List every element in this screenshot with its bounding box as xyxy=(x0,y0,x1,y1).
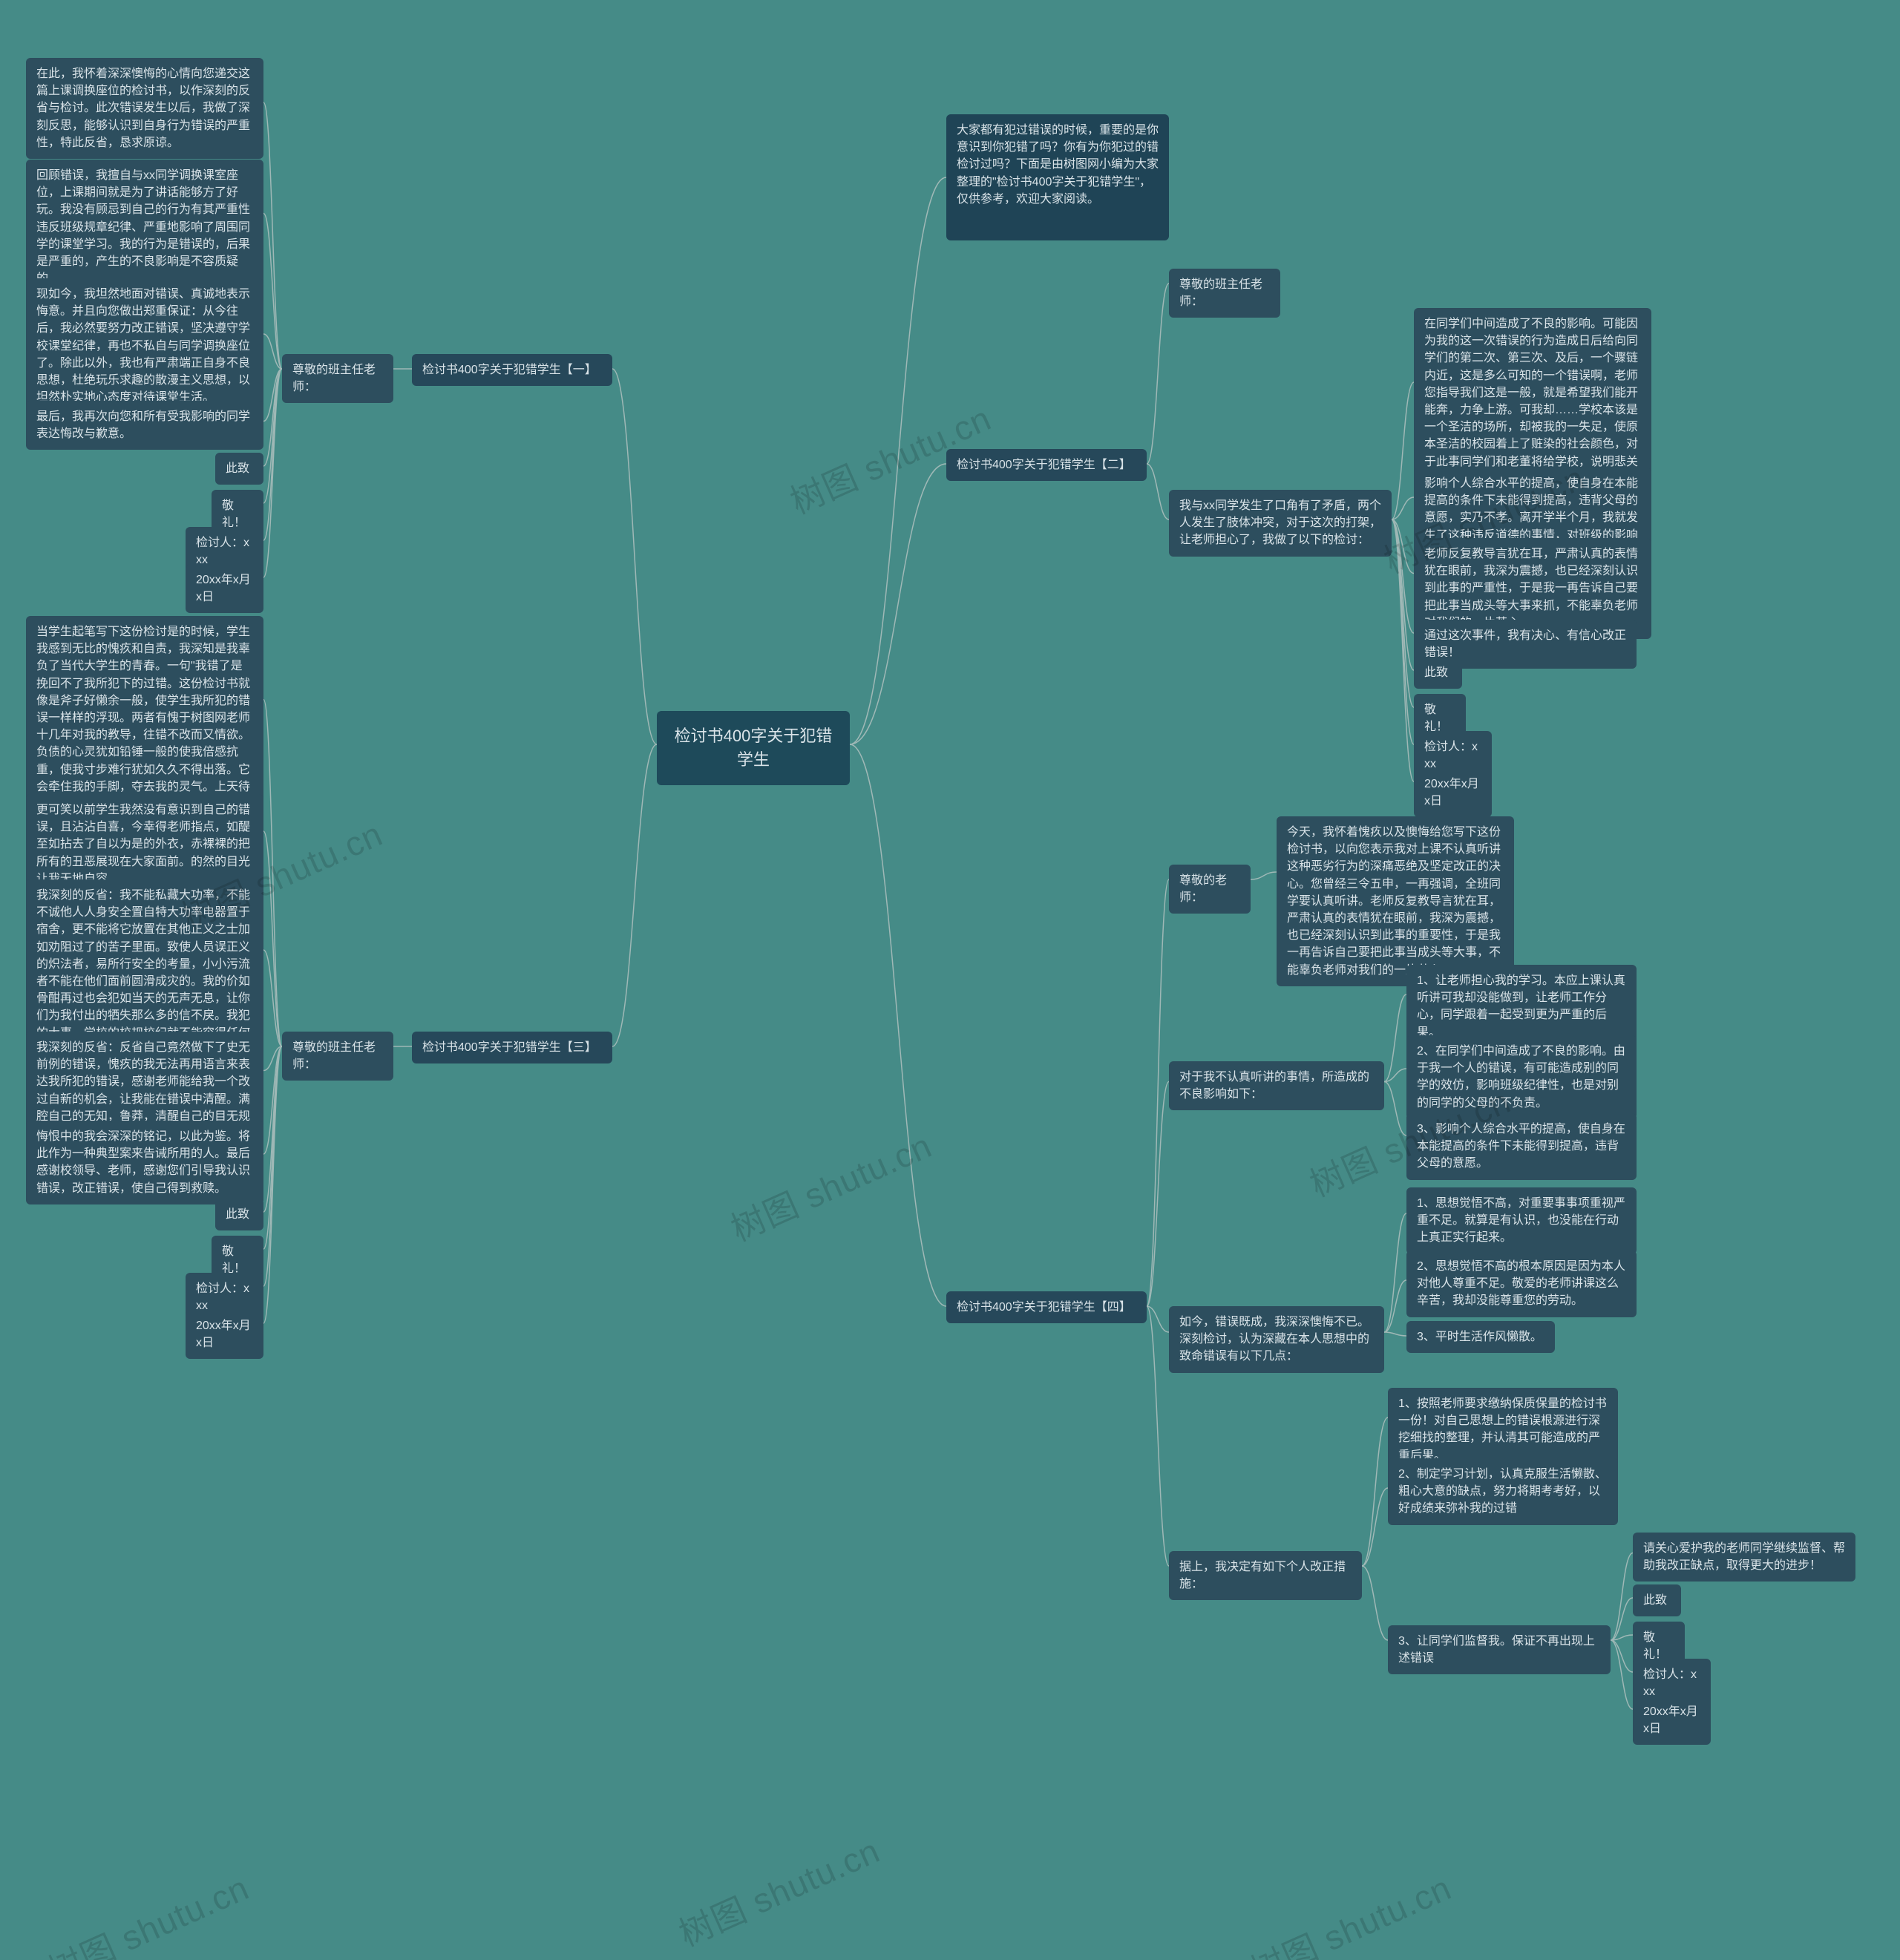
edge xyxy=(1611,1598,1633,1640)
node-s4p3a[interactable]: 请关心爱护我的老师同学继续监督、帮助我改正缺点，取得更大的进步！ xyxy=(1633,1533,1855,1582)
edge xyxy=(263,700,282,1047)
node-s1e[interactable]: 此致 xyxy=(215,453,263,485)
edge xyxy=(263,369,282,503)
edge xyxy=(1384,994,1406,1082)
node-s1b[interactable]: 回顾错误，我擅自与xx同学调换课室座位，上课期间就是为了讲话能够方了好玩。我没有… xyxy=(26,160,263,295)
edge xyxy=(612,744,657,1046)
edge xyxy=(1384,1082,1406,1136)
edge xyxy=(1392,520,1414,670)
node-s3t[interactable]: 尊敬的班主任老师： xyxy=(282,1032,393,1081)
edge xyxy=(1392,382,1414,520)
edge xyxy=(1611,1640,1633,1709)
edge xyxy=(1384,1069,1406,1082)
edge xyxy=(1384,1280,1406,1332)
node-s2t[interactable]: 尊敬的班主任老师： xyxy=(1169,269,1280,318)
edge xyxy=(1384,1332,1406,1336)
node-s2e[interactable]: 此致 xyxy=(1414,657,1462,689)
watermark: 树图 shutu.cn xyxy=(722,1119,938,1251)
mindmap-canvas: 检讨书400字关于犯错学生 大家都有犯过错误的时候，重要的是你意识到你犯错了吗？你… xyxy=(0,0,1900,1960)
edge xyxy=(1147,283,1169,464)
watermark: 树图 shutu.cn xyxy=(39,1861,255,1960)
edge xyxy=(263,831,282,1046)
edge xyxy=(263,369,282,466)
node-s4t[interactable]: 尊敬的老师： xyxy=(1169,865,1251,914)
node-s1[interactable]: 检讨书400字关于犯错学生【一】 xyxy=(412,354,612,386)
node-s3f[interactable]: 此致 xyxy=(215,1199,263,1230)
node-s4n[interactable]: 如今，错误既成，我深深懊悔不已。深刻检讨，认为深藏在本人思想中的致命错误有以下几… xyxy=(1169,1306,1384,1373)
edge xyxy=(1392,520,1414,781)
watermark: 树图 shutu.cn xyxy=(670,1824,886,1956)
node-s3i[interactable]: 20xx年x月x日 xyxy=(186,1310,263,1359)
node-s4p3b[interactable]: 此致 xyxy=(1633,1584,1681,1616)
edge xyxy=(850,177,946,744)
edge xyxy=(850,744,946,1306)
edge xyxy=(1362,1417,1388,1566)
edge xyxy=(263,334,282,369)
node-s4n2[interactable]: 2、思想觉悟不高的根本原因是因为本人对他人尊重不足。敬爱的老师讲课这么辛苦，我却… xyxy=(1406,1251,1637,1317)
edge xyxy=(263,102,282,369)
edge xyxy=(263,1046,282,1071)
node-s4p[interactable]: 据上，我决定有如下个人改正措施： xyxy=(1169,1551,1362,1600)
node-s1h[interactable]: 20xx年x月x日 xyxy=(186,564,263,613)
edge xyxy=(1147,1082,1169,1307)
node-s3[interactable]: 检讨书400字关于犯错学生【三】 xyxy=(412,1032,612,1063)
node-s4n3[interactable]: 3、平时生活作风懒散。 xyxy=(1406,1321,1555,1353)
edge xyxy=(263,369,282,422)
edge xyxy=(1611,1640,1633,1672)
edge xyxy=(263,1046,282,1323)
edge xyxy=(1392,520,1414,574)
node-s4[interactable]: 检讨书400字关于犯错学生【四】 xyxy=(946,1291,1147,1323)
edge xyxy=(263,1046,282,1212)
node-s4n1[interactable]: 1、思想觉悟不高，对重要事事项重视严重不足。就算是有认识，也没能在行动上真正实行… xyxy=(1406,1187,1637,1254)
edge xyxy=(263,950,282,1046)
edge xyxy=(1392,520,1414,707)
edge xyxy=(1392,520,1414,744)
edge xyxy=(1147,464,1169,520)
edge xyxy=(263,214,282,370)
edge xyxy=(1147,1306,1169,1566)
edge xyxy=(1611,1635,1633,1640)
edge xyxy=(1147,1306,1169,1332)
node-s1d[interactable]: 最后，我再次向您和所有受我影响的同学表达悔改与歉意。 xyxy=(26,401,263,450)
node-s1a[interactable]: 在此，我怀着深深懊悔的心情向您递交这篇上课调换座位的检讨书，以作深刻的反省与检讨… xyxy=(26,58,263,159)
edge xyxy=(263,1046,282,1154)
edge xyxy=(850,464,946,744)
node-s4r[interactable]: 对于我不认真听讲的事情，所造成的不良影响如下： xyxy=(1169,1061,1384,1110)
edge xyxy=(263,369,282,577)
node-s1c[interactable]: 现如今，我坦然地面对错误、真诚地表示悔意。并且向您做出郑重保证：从今往后，我必然… xyxy=(26,278,263,413)
node-intro[interactable]: 大家都有犯过错误的时候，重要的是你意识到你犯错了吗？你有为你犯过的错检讨过吗？下… xyxy=(946,114,1169,240)
node-s1t[interactable]: 尊敬的班主任老师： xyxy=(282,354,393,403)
edge xyxy=(1362,1566,1388,1640)
node-root[interactable]: 检讨书400字关于犯错学生 xyxy=(657,711,850,785)
node-s4p3[interactable]: 3、让同学们监督我。保证不再出现上述错误 xyxy=(1388,1625,1611,1674)
edge xyxy=(1392,520,1414,633)
node-s4p2[interactable]: 2、制定学习计划，认真克服生活懒散、粗心大意的缺点，努力将期考考好，以好成绩来弥… xyxy=(1388,1458,1618,1525)
edge xyxy=(1147,879,1169,1306)
edge xyxy=(612,369,657,744)
edge xyxy=(263,1046,282,1286)
edge xyxy=(1384,1213,1406,1332)
node-s4ta[interactable]: 今天，我怀着愧疚以及懊悔给您写下这份检讨书，以向您表示我对上课不认真听讲这种恶劣… xyxy=(1277,816,1514,986)
edge xyxy=(1611,1553,1633,1641)
edge xyxy=(263,1046,282,1249)
edge xyxy=(263,369,282,540)
node-s4r3[interactable]: 3、影响个人综合水平的提高，使自身在本能提高的条件下未能得到提高，违背父母的意愿… xyxy=(1406,1113,1637,1180)
edge xyxy=(1251,872,1277,879)
node-s4r2[interactable]: 2、在同学们中间造成了不良的影响。由于我一个人的错误，有可能造成别的同学的效仿，… xyxy=(1406,1035,1637,1119)
watermark: 树图 shutu.cn xyxy=(1242,1861,1458,1960)
node-s2m[interactable]: 我与xx同学发生了口角有了矛盾，两个人发生了肢体冲突，对于这次的打架，让老师担心… xyxy=(1169,490,1392,557)
edge xyxy=(1362,1488,1388,1566)
node-s4p3e[interactable]: 20xx年x月x日 xyxy=(1633,1696,1711,1745)
node-s2[interactable]: 检讨书400字关于犯错学生【二】 xyxy=(946,449,1147,481)
edge xyxy=(1392,497,1414,520)
node-s3e[interactable]: 悔恨中的我会深深的铭记，以此为鉴。将此作为一种典型案来告诫所用的人。最后感谢校领… xyxy=(26,1121,263,1204)
node-s2h[interactable]: 20xx年x月x日 xyxy=(1414,768,1492,817)
